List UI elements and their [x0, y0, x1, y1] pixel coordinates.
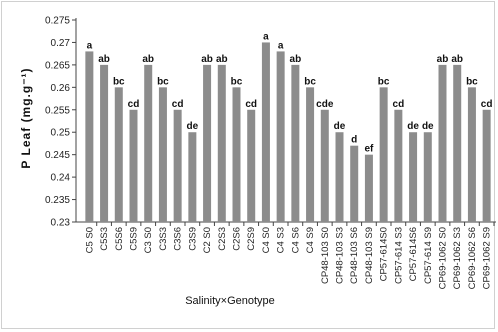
category-label: C4 S6	[290, 227, 301, 253]
category-label: CP48-103 S6	[349, 227, 360, 284]
category-label: C2S9	[246, 227, 257, 251]
category-label: CP69-1062 S0	[438, 227, 449, 289]
category-label: C5S9	[129, 227, 140, 251]
category-label: C2S3	[217, 227, 228, 251]
bar	[247, 109, 256, 222]
y-axis-title: P Leaf (mg.g⁻¹)	[19, 67, 33, 168]
bar	[438, 64, 447, 222]
bar	[394, 109, 403, 222]
category-label: C5 S0	[84, 227, 95, 253]
bar	[129, 109, 138, 222]
bar	[158, 87, 167, 222]
data-label: a	[263, 31, 269, 42]
data-label: de	[334, 121, 346, 132]
data-label: ab	[201, 54, 213, 65]
data-label: ef	[364, 144, 374, 155]
bar	[453, 64, 462, 222]
data-label: de	[407, 121, 419, 132]
data-label: ab	[98, 54, 110, 65]
category-label: C2S6	[232, 227, 243, 251]
bar	[100, 64, 109, 222]
bar	[320, 109, 329, 222]
bar	[409, 132, 418, 222]
y-tick-label: 0.245	[45, 150, 70, 161]
y-tick-label: 0.275	[45, 16, 70, 27]
category-label: C5S6	[114, 227, 125, 251]
data-label: ab	[142, 54, 154, 65]
data-label: bc	[378, 76, 390, 87]
bar	[203, 64, 212, 222]
y-tick-label: 0.255	[45, 105, 70, 116]
bar	[379, 87, 388, 222]
bar	[291, 64, 300, 222]
data-label: bc	[157, 76, 169, 87]
plot-area: 0.23 0.235 0.24 0.245 0.25 0.255 0.26 0.265 0.27…	[45, 16, 496, 289]
bar	[335, 132, 344, 222]
bar	[364, 154, 373, 222]
y-tick-label: 0.25	[51, 128, 71, 139]
data-label: bc	[466, 76, 478, 87]
data-label: de	[187, 121, 199, 132]
bar	[467, 87, 476, 222]
data-label: cde	[316, 99, 334, 110]
bar	[188, 132, 197, 222]
category-label: C3S6	[173, 227, 184, 251]
bar	[217, 64, 226, 222]
data-label: d	[351, 135, 357, 146]
y-tick-label: 0.265	[45, 60, 70, 71]
data-label: bc	[113, 76, 125, 87]
category-label: CP69-1062 S9	[482, 227, 493, 289]
category-label: CP48-103 S9	[364, 227, 375, 284]
data-label: cd	[128, 99, 140, 110]
data-label: ab	[451, 54, 463, 65]
y-tick-label: 0.26	[51, 83, 71, 94]
data-label: ab	[216, 54, 228, 65]
bar	[423, 132, 432, 222]
bar	[306, 87, 315, 222]
category-label: C3S9	[187, 227, 198, 251]
category-label: CP57-614 S9	[423, 227, 434, 284]
category-label: CP69-1062 S3	[452, 227, 463, 289]
data-label: cd	[245, 99, 257, 110]
y-tick-label: 0.235	[45, 195, 70, 206]
y-tick-label: 0.27	[51, 38, 71, 49]
category-label: C4 S3	[276, 227, 287, 253]
data-label: a	[278, 40, 284, 51]
category-label: C4 S0	[261, 227, 272, 253]
category-label: CP57-614S6	[408, 227, 419, 281]
data-label: cd	[172, 99, 184, 110]
bar	[276, 51, 285, 222]
bar	[232, 87, 241, 222]
bar	[173, 109, 182, 222]
y-tick-label: 0.23	[51, 218, 71, 229]
category-label: C4 S9	[305, 227, 316, 253]
bar	[261, 42, 270, 222]
category-label: C5S3	[99, 227, 110, 251]
data-label: bc	[231, 76, 243, 87]
bar	[350, 145, 359, 222]
category-label: CP48-103 S0	[320, 227, 331, 284]
category-label: CP69-1062 S6	[467, 227, 478, 289]
data-label: cd	[481, 99, 493, 110]
x-axis-title: Salinity×Genotype	[185, 295, 275, 307]
bar	[85, 51, 94, 222]
y-tick-label: 0.24	[51, 173, 71, 184]
category-label: C2 S0	[202, 227, 213, 253]
data-label: ab	[437, 54, 449, 65]
bar	[144, 64, 153, 222]
data-label: a	[87, 40, 93, 51]
data-label: cd	[393, 99, 405, 110]
bar	[114, 87, 123, 222]
data-label: bc	[304, 76, 316, 87]
data-label: de	[422, 121, 434, 132]
category-label: C3 S0	[143, 227, 154, 253]
category-label: CP57-614 S3	[393, 227, 404, 284]
data-label: ab	[290, 54, 302, 65]
category-label: C3S3	[158, 227, 169, 251]
category-label: CP57-614S0	[379, 227, 390, 281]
category-label: CP48-103 S3	[335, 227, 346, 284]
bar	[482, 109, 491, 222]
